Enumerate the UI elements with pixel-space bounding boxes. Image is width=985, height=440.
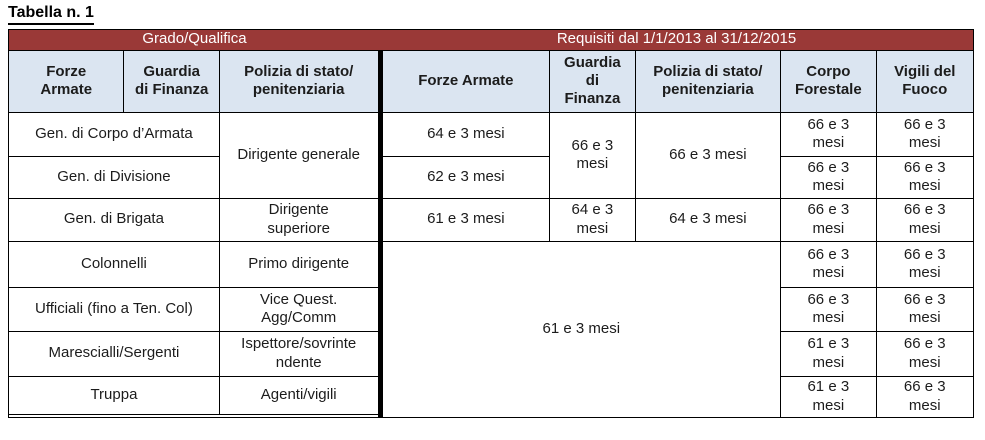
cell-cf: 66 e 3 mesi: [780, 111, 877, 157]
cell-cf: 66 e 3 mesi: [780, 286, 877, 332]
table-row: Colonnelli Primo dirigente 61 e 3 mesi 6…: [8, 240, 975, 418]
table-row: Truppa Agenti/vigili 61 e 3 mesi 66 e 3 …: [8, 375, 975, 418]
header-req-forze-armate: Forze Armate: [377, 49, 551, 113]
cell-vf: 66 e 3 mesi: [875, 286, 975, 332]
cell-cf: 66 e 3 mesi: [780, 155, 877, 199]
cell-cf: 61 e 3 mesi: [780, 375, 877, 418]
page-title: Tabella n. 1: [8, 4, 94, 25]
cell-vf: 66 e 3 mesi: [875, 197, 975, 242]
cell-grado: Ufficiali (fino a Ten. Col): [8, 286, 220, 332]
cell-qualifica: Primo dirigente: [218, 240, 381, 288]
header-req-corpo-forestale: Corpo Forestale: [780, 49, 877, 113]
cell-pol: 64 e 3 mesi: [634, 197, 782, 242]
header-row: Forze Armate Guardia di Finanza Polizia …: [7, 49, 975, 113]
cell-qualifica: Ispettore/sovrinte ndente: [218, 330, 381, 377]
cell-qualifica: Agenti/vigili: [218, 375, 381, 415]
cell-qualifica: Dirigente generale: [218, 111, 381, 199]
cell-grado: Gen. di Divisione: [8, 155, 220, 199]
cell-vf: 66 e 3 mesi: [875, 240, 975, 288]
banner-requisiti: Requisiti dal 1/1/2013 al 31/12/2015: [380, 28, 975, 51]
requisiti-table: Grado/Qualifica Requisiti dal 1/1/2013 a…: [7, 28, 975, 418]
cell-cf: 61 e 3 mesi: [780, 330, 877, 377]
cell-fa: 61 e 3 mesi: [377, 197, 551, 242]
cell-requisiti-merged: 61 e 3 mesi: [377, 240, 782, 418]
cell-vf: 66 e 3 mesi: [875, 330, 975, 377]
spacer-cell: [8, 413, 381, 418]
cell-gdf: 66 e 3 mesi: [549, 111, 636, 199]
cell-grado: Gen. di Brigata: [8, 197, 220, 242]
cell-vf: 66 e 3 mesi: [875, 155, 975, 199]
document-page: Tabella n. 1 Grado/Qualifica Requisiti d…: [7, 4, 975, 418]
banner-grado-qualifica: Grado/Qualifica: [8, 28, 381, 51]
cell-pol: 66 e 3 mesi: [634, 111, 782, 199]
cell-fa: 64 e 3 mesi: [377, 111, 551, 157]
table-row: Marescialli/Sergenti Ispettore/sovrinte …: [8, 330, 975, 377]
cell-fa: 62 e 3 mesi: [377, 155, 551, 199]
header-req-guardia-finanza: Guardia di Finanza: [549, 49, 636, 113]
table-row: Gen. di Brigata Dirigente superiore 61 e…: [8, 197, 975, 242]
cell-gdf: 64 e 3 mesi: [549, 197, 636, 242]
table-row: Gen. di Divisione 62 e 3 mesi 66 e 3 mes…: [8, 155, 975, 199]
table-row: Ufficiali (fino a Ten. Col) Vice Quest. …: [8, 286, 975, 332]
header-grado-guardia-finanza: Guardia di Finanza: [123, 49, 220, 113]
header-grado-forze-armate: Forze Armate: [7, 49, 125, 113]
cell-cf: 66 e 3 mesi: [780, 197, 877, 242]
cell-qualifica: Dirigente superiore: [218, 197, 381, 242]
cell-vf: 66 e 3 mesi: [875, 111, 975, 157]
cell-qualifica: Vice Quest. Agg/Comm: [218, 286, 381, 332]
cell-grado: Marescialli/Sergenti: [8, 330, 220, 377]
header-req-vigili-fuoco: Vigili del Fuoco: [875, 49, 975, 113]
header-grado-polizia: Polizia di stato/ penitenziaria: [218, 49, 381, 113]
cell-grado: Colonnelli: [8, 240, 220, 288]
banner-row: Grado/Qualifica Requisiti dal 1/1/2013 a…: [8, 28, 975, 51]
cell-vf: 66 e 3 mesi: [875, 375, 975, 418]
cell-grado: Gen. di Corpo d’Armata: [8, 111, 220, 157]
cell-grado: Truppa: [8, 375, 220, 415]
table-row: Gen. di Corpo d’Armata Dirigente general…: [8, 111, 975, 199]
table-bottom-spacer-row: [8, 413, 974, 418]
header-req-polizia: Polizia di stato/ penitenziaria: [634, 49, 782, 113]
cell-cf: 66 e 3 mesi: [780, 240, 877, 288]
